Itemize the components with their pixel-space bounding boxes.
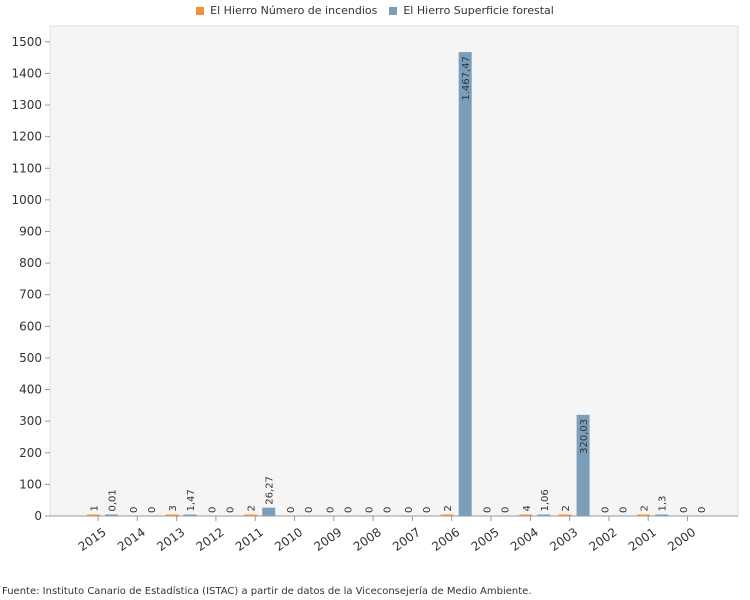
y-tick-label: 200 — [19, 446, 42, 460]
x-tick-label: 2015 — [76, 525, 109, 554]
legend-swatch-superficie — [389, 6, 398, 15]
data-label: 2 — [443, 505, 454, 511]
legend-item-incendios[interactable]: El Hierro Número de incendios — [196, 4, 377, 17]
y-tick-label: 1000 — [11, 193, 42, 207]
data-label: 320,03 — [579, 419, 590, 454]
y-tick-label: 100 — [19, 477, 42, 491]
data-label: 1,06 — [540, 489, 551, 511]
data-label: 0 — [325, 507, 336, 513]
x-tick-label: 2003 — [547, 525, 580, 554]
x-tick-label: 2014 — [115, 525, 148, 554]
y-tick-label: 1200 — [11, 130, 42, 144]
x-tick-label: 2009 — [311, 525, 344, 554]
bar-superficie — [576, 414, 590, 516]
data-label: 0 — [286, 507, 297, 513]
y-tick-label: 1400 — [11, 66, 42, 80]
data-label: 0 — [383, 507, 394, 513]
y-tick-label: 1300 — [11, 98, 42, 112]
y-tick-label: 600 — [19, 319, 42, 333]
bar-incendios — [165, 514, 179, 516]
data-label: 2 — [247, 505, 258, 511]
y-tick-label: 1100 — [11, 161, 42, 175]
x-tick-label: 2001 — [626, 525, 659, 554]
bar-incendios — [87, 514, 100, 516]
bar-superficie — [537, 514, 551, 516]
bar-incendios — [244, 514, 258, 516]
bar-superficie — [183, 514, 197, 516]
data-label: 0 — [404, 507, 415, 513]
x-tick-label: 2000 — [665, 525, 698, 554]
y-tick-label: 900 — [19, 224, 42, 238]
data-label: 4 — [522, 505, 533, 511]
data-label: 1.467,47 — [461, 56, 472, 101]
y-tick-label: 700 — [19, 288, 42, 302]
data-label: 0 — [343, 507, 354, 513]
data-label: 2 — [561, 505, 572, 511]
x-tick-label: 2004 — [508, 525, 541, 554]
x-tick-label: 2005 — [469, 525, 502, 554]
bar-superficie — [262, 507, 276, 516]
x-tick-label: 2006 — [429, 525, 462, 554]
legend-label-superficie: El Hierro Superficie forestal — [403, 4, 554, 17]
source-note: Fuente: Instituto Canario de Estadística… — [2, 586, 532, 597]
data-label: 0 — [304, 507, 315, 513]
data-label: 1,47 — [186, 489, 197, 511]
x-tick-label: 2011 — [233, 525, 266, 554]
data-label: 26,27 — [265, 476, 276, 505]
y-tick-label: 800 — [19, 256, 42, 270]
x-tick-label: 2002 — [587, 525, 620, 554]
data-label: 0 — [697, 507, 708, 513]
data-label: 0 — [129, 507, 140, 513]
bar-superficie — [655, 514, 669, 516]
bar-chart: 0100200300400500600700800900100011001200… — [11, 25, 739, 554]
data-label: 0 — [618, 507, 629, 513]
data-label: 0 — [147, 507, 158, 513]
data-label: 0 — [365, 507, 376, 513]
x-tick-label: 2013 — [154, 525, 187, 554]
legend-label-incendios: El Hierro Número de incendios — [210, 4, 378, 17]
legend-item-superficie[interactable]: El Hierro Superficie forestal — [389, 4, 554, 17]
data-label: 0 — [600, 507, 611, 513]
x-tick-label: 2008 — [351, 525, 384, 554]
bar-superficie — [105, 514, 118, 516]
data-label: 0 — [422, 507, 433, 513]
bar-incendios — [558, 514, 572, 516]
data-label: 0 — [501, 507, 512, 513]
y-tick-label: 0 — [34, 509, 42, 523]
legend-swatch-incendios — [196, 6, 205, 15]
data-label: 3 — [168, 505, 179, 511]
x-tick-label: 2012 — [194, 525, 227, 554]
bar-incendios — [519, 514, 533, 516]
bar-superficie — [458, 52, 472, 517]
data-label: 0 — [483, 507, 494, 513]
data-label: 0 — [207, 507, 218, 513]
legend: El Hierro Número de incendios El Hierro … — [0, 4, 750, 17]
y-tick-label: 1500 — [11, 35, 42, 49]
data-label: 0 — [679, 507, 690, 513]
bar-incendios — [440, 514, 454, 516]
bar-incendios — [637, 514, 651, 516]
plot-area — [49, 25, 739, 517]
data-label: 1 — [90, 505, 101, 511]
x-tick-label: 2007 — [390, 525, 423, 554]
x-tick-label: 2010 — [272, 525, 305, 554]
y-tick-label: 500 — [19, 351, 42, 365]
data-label: 1,3 — [658, 496, 669, 512]
data-label: 2 — [640, 505, 651, 511]
y-tick-label: 400 — [19, 383, 42, 397]
data-label: 0,01 — [108, 489, 119, 511]
y-tick-label: 300 — [19, 414, 42, 428]
data-label: 0 — [225, 507, 236, 513]
